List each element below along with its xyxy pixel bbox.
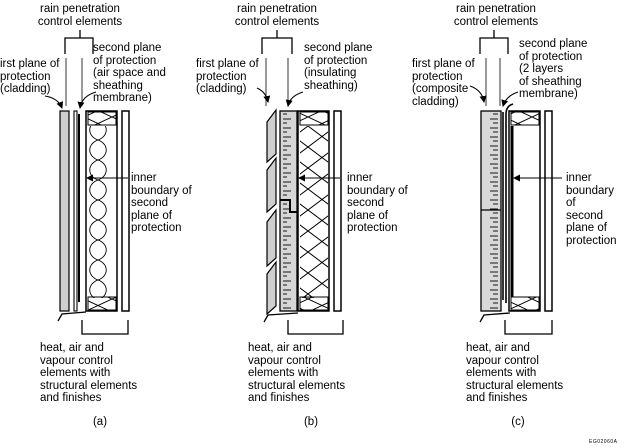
panel-a-top-plate xyxy=(87,111,117,126)
panel-a-first-plane-label: irst plane of protection (cladding) xyxy=(0,58,60,95)
panel-c-caption: (c) xyxy=(511,416,525,428)
panel-b-top-label: rain penetration control elements xyxy=(234,3,320,28)
panel-b-caption: (b) xyxy=(303,416,319,428)
panel-b-second-plane-label: second plane of protection (insulating s… xyxy=(304,42,373,92)
panel-c-bottom-bracket xyxy=(504,320,553,335)
panel-c-interior-finish xyxy=(544,110,553,312)
panel-c-top-bracket xyxy=(479,30,509,54)
panel-a-bottom-bracket xyxy=(81,320,129,335)
panel-a-cladding xyxy=(59,110,70,312)
panel-b-bottom-plate xyxy=(299,296,329,311)
panel-b-first-plane-label: first plane of protection (cladding) xyxy=(196,58,259,95)
figure-code: EG02060A xyxy=(589,439,618,445)
panel-b-flashing xyxy=(263,312,299,323)
panel-c-inner-boundary-label: inner boundary of second plane of protec… xyxy=(566,172,617,247)
panel-c-second-plane-label: second plane of protection (2 layers of … xyxy=(519,38,588,100)
panel-b-bottom-label: heat, air and vapour control elements wi… xyxy=(248,342,346,404)
panel-b-first-plane-arrow xyxy=(256,87,271,103)
panel-b-sheathing-joint xyxy=(280,199,297,213)
panel-c-bottom-plate xyxy=(510,296,540,311)
panel-c-second-plane-arrow xyxy=(501,91,519,107)
panel-b-bottom-bracket xyxy=(287,320,344,335)
panel-a-second-plane-arrow xyxy=(77,91,97,109)
panel-a-top-label: rain penetration control elements xyxy=(37,3,123,28)
panel-a-first-plane-arrow xyxy=(44,95,64,109)
panel-a-second-plane-label: second plane of protection (air space an… xyxy=(93,42,166,104)
panel-c-drawing xyxy=(469,30,562,335)
panel-b-lap-siding xyxy=(266,108,277,316)
panel-c-composite-cladding xyxy=(480,110,502,312)
panel-b-inner-boundary-label: inner boundary of second plane of protec… xyxy=(347,172,408,234)
panel-b-drawing xyxy=(256,30,344,335)
panel-a-bottom-plate xyxy=(87,296,117,311)
panel-c-stud-cavity xyxy=(508,110,541,312)
panel-b-top-bracket xyxy=(261,30,293,54)
panel-c-first-plane-arrow xyxy=(469,85,487,103)
panel-a-sheathing-membrane xyxy=(73,110,78,312)
panel-c-bottom-label: heat, air and vapour control elements wi… xyxy=(466,342,564,404)
panel-a-flashing xyxy=(57,311,87,322)
panel-c-top-plate xyxy=(510,111,540,126)
panel-a-bottom-label: heat, air and vapour control elements wi… xyxy=(40,342,138,404)
panel-b-top-plate xyxy=(299,111,329,126)
panel-a-caption: (a) xyxy=(92,416,108,428)
panel-b-insulation xyxy=(300,126,328,298)
panel-c-membrane-layer xyxy=(505,103,514,303)
panel-b-interior-finish xyxy=(333,110,342,312)
panel-b-second-plane-arrow xyxy=(285,91,304,107)
panel-a-inner-boundary-label: inner boundary of second plane of protec… xyxy=(131,172,192,234)
panel-a-interior-finish xyxy=(121,110,130,312)
panel-a-insulation xyxy=(88,126,116,298)
panel-a-top-bracket xyxy=(64,30,94,54)
panel-a-drawing xyxy=(44,30,130,335)
panel-c-first-plane-label: first plane of protection (composite cla… xyxy=(412,58,475,108)
panel-c-top-label: rain penetration control elements xyxy=(453,3,539,28)
panel-c-flashing xyxy=(479,312,511,323)
